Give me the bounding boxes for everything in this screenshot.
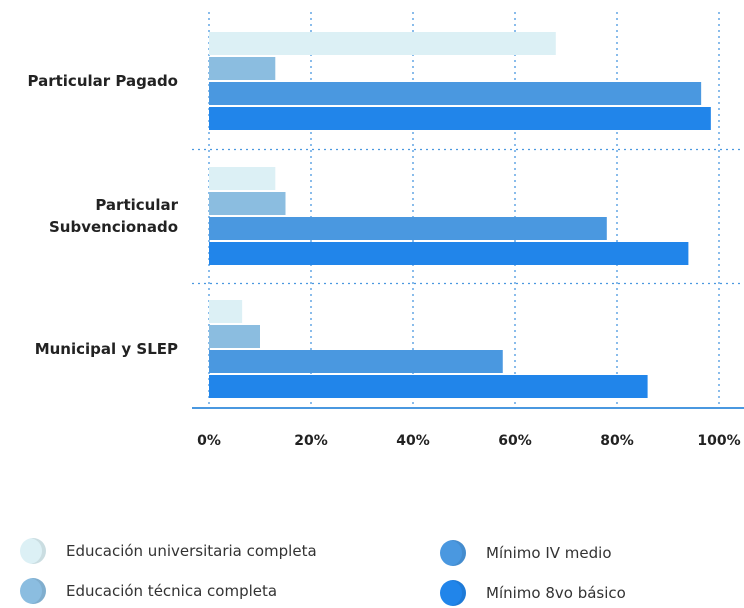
legend-label: Educación universitaria completa bbox=[66, 542, 317, 560]
bar bbox=[209, 82, 702, 105]
legend-item: Mínimo IV medio bbox=[440, 540, 612, 566]
x-tick-label: 20% bbox=[294, 433, 328, 449]
bar bbox=[209, 57, 276, 80]
legend-item: Educación universitaria completa bbox=[20, 538, 317, 564]
legend-swatch bbox=[20, 578, 46, 604]
legend-swatch bbox=[20, 538, 46, 564]
legend-swatch bbox=[440, 580, 466, 606]
legend-label: Mínimo IV medio bbox=[486, 544, 612, 562]
x-tick-label: 60% bbox=[498, 433, 532, 449]
legend-label: Mínimo 8vo básico bbox=[486, 584, 626, 602]
legend-label: Educación técnica completa bbox=[66, 582, 278, 600]
category-label: Particular Pagado bbox=[27, 72, 179, 90]
x-tick-label: 100% bbox=[697, 433, 740, 449]
bar bbox=[209, 375, 648, 398]
bar bbox=[209, 242, 689, 265]
bar bbox=[209, 325, 260, 348]
legend-swatch bbox=[440, 540, 466, 566]
bar bbox=[209, 107, 711, 130]
x-tick-label: 40% bbox=[396, 433, 430, 449]
category-label: Particular Subvencionado bbox=[48, 196, 178, 236]
category-label: Municipal y SLEP bbox=[34, 340, 178, 358]
bar bbox=[209, 32, 556, 55]
bar bbox=[209, 192, 286, 215]
legend-item: Mínimo 8vo básico bbox=[440, 580, 626, 606]
bar bbox=[209, 167, 276, 190]
x-tick-label: 0% bbox=[197, 433, 221, 449]
legend-item: Educación técnica completa bbox=[20, 578, 277, 604]
x-tick-label: 80% bbox=[600, 433, 634, 449]
bar bbox=[209, 217, 607, 240]
bar bbox=[209, 300, 243, 323]
bar bbox=[209, 350, 503, 373]
